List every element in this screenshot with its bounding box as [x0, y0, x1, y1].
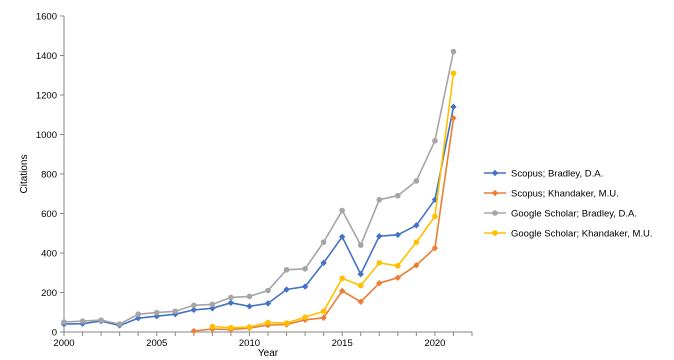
data-point: [357, 242, 364, 248]
data-point: [432, 213, 438, 220]
data-point: [209, 305, 216, 312]
data-point: [338, 287, 346, 295]
data-point: [376, 196, 383, 203]
series-0: [60, 103, 457, 329]
series-line: [63, 51, 455, 325]
data-point: [320, 308, 327, 315]
data-point: [302, 314, 308, 320]
y-tick-label: 1400: [36, 51, 57, 62]
data-point: [431, 244, 439, 252]
data-point: [228, 324, 234, 331]
data-point: [357, 282, 364, 289]
data-point: [265, 319, 271, 326]
series-2: [61, 48, 457, 327]
legend-marker: [492, 210, 498, 216]
data-point: [395, 192, 401, 199]
legend-marker: [491, 169, 499, 177]
series-line: [212, 73, 455, 329]
data-point: [320, 259, 327, 267]
data-point: [153, 309, 160, 316]
data-point: [98, 317, 104, 323]
data-point: [283, 320, 290, 326]
data-point: [357, 270, 364, 278]
data-point: [135, 311, 141, 318]
data-point: [79, 318, 86, 324]
y-tick-label: 1200: [36, 91, 57, 102]
data-point: [116, 321, 123, 327]
data-point: [191, 302, 197, 309]
y-tick-label: 1600: [36, 12, 57, 23]
data-point: [450, 114, 457, 122]
legend-marker: [492, 230, 498, 236]
legend-label: Google Scholar; Khandaker, M.U.: [511, 229, 653, 240]
data-point: [394, 274, 402, 281]
data-point: [450, 48, 457, 55]
data-point: [172, 308, 179, 315]
y-tick-label: 800: [41, 170, 57, 181]
data-point: [320, 239, 327, 245]
y-tick-label: 200: [41, 288, 57, 299]
data-point: [61, 319, 67, 325]
x-tick-label: 2005: [146, 338, 167, 349]
data-point: [339, 275, 345, 282]
data-point: [190, 306, 198, 314]
legend-item-0: Scopus; Bradley, D.A.: [484, 169, 603, 180]
data-point: [265, 287, 271, 294]
data-point: [301, 283, 309, 290]
legend-item-2: Google Scholar; Bradley, D.A.: [484, 209, 637, 220]
data-point: [357, 298, 364, 305]
data-point: [432, 138, 438, 144]
legend-label: Google Scholar; Bradley, D.A.: [511, 209, 637, 220]
data-point: [246, 324, 253, 330]
series-3: [209, 70, 457, 331]
data-point: [283, 286, 290, 293]
y-tick-label: 400: [41, 249, 57, 260]
data-point: [320, 314, 327, 321]
data-point: [376, 280, 383, 287]
data-point: [134, 314, 142, 322]
y-axis-title: Citations: [19, 155, 30, 194]
x-axis-title: Year: [258, 348, 279, 359]
data-point: [376, 260, 383, 266]
data-point: [376, 233, 383, 240]
legend-label: Scopus; Bradley, D.A.: [511, 169, 603, 180]
legend-marker: [491, 189, 499, 197]
data-point: [413, 178, 420, 184]
data-point: [395, 263, 401, 269]
data-point: [413, 222, 420, 229]
y-tick-label: 600: [41, 209, 57, 220]
x-tick-label: 2000: [53, 338, 74, 349]
legend-item-1: Scopus; Khandaker, M.U.: [484, 189, 619, 200]
data-point: [246, 303, 253, 310]
legend-item-3: Google Scholar; Khandaker, M.U.: [484, 229, 653, 240]
series-group: [60, 48, 457, 335]
data-point: [413, 239, 420, 245]
data-point: [394, 231, 402, 239]
data-point: [209, 323, 216, 330]
y-tick-label: 1000: [36, 130, 57, 141]
data-point: [227, 299, 235, 306]
legend: Scopus; Bradley, D.A. Scopus; Khandaker, …: [484, 169, 653, 240]
data-point: [190, 327, 198, 335]
x-tick-label: 2015: [332, 338, 353, 349]
x-tick-label: 2020: [424, 338, 445, 349]
data-point: [209, 301, 216, 308]
data-point: [339, 207, 345, 214]
data-point: [413, 262, 420, 269]
data-point: [450, 70, 457, 77]
data-point: [450, 103, 457, 111]
series-line: [63, 106, 455, 327]
data-point: [302, 266, 308, 272]
legend-label: Scopus; Khandaker, M.U.: [511, 189, 619, 200]
x-tick-label: 2010: [239, 338, 260, 349]
data-point: [228, 294, 234, 301]
data-point: [283, 266, 290, 273]
data-point: [338, 233, 346, 241]
data-point: [264, 300, 272, 307]
y-tick-label: 0: [52, 328, 57, 339]
data-point: [246, 293, 253, 300]
axes: 0 200 400 600 800 1000 1200 1400 1600 2000 2005 201…: [36, 12, 473, 349]
